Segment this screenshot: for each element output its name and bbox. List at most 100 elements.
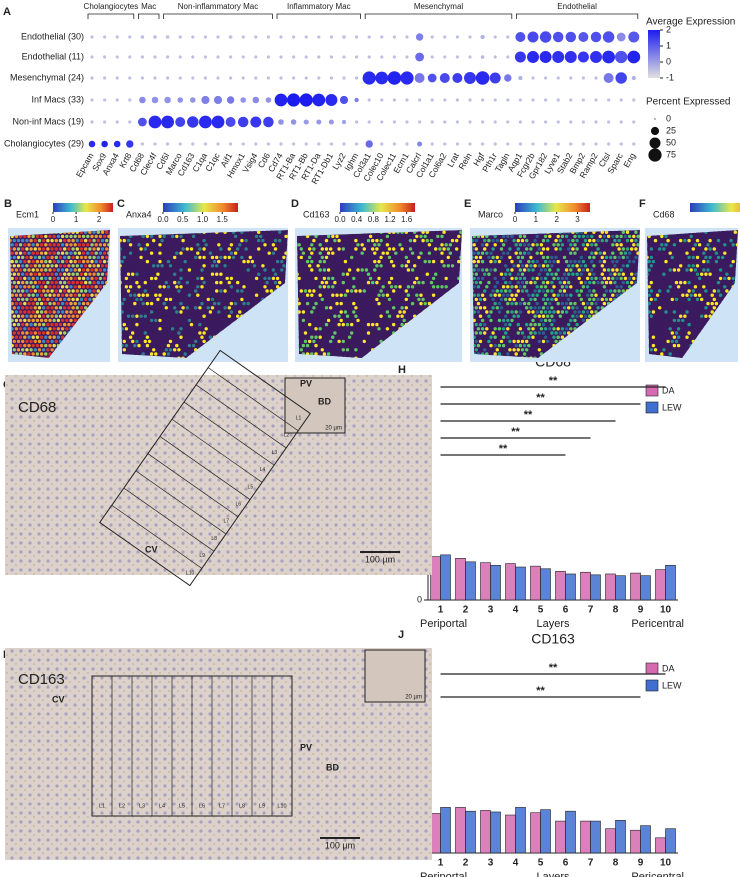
spot [215,331,219,335]
spot [46,356,50,358]
spot [48,293,52,297]
spot [518,251,523,255]
spot [585,310,590,314]
spot [581,301,586,306]
spot [600,264,604,268]
spot [413,306,417,310]
spot [375,238,379,243]
spot [65,285,69,289]
spot [562,247,567,251]
spot [139,255,143,260]
dot [211,115,225,129]
spot [495,314,499,318]
spot [506,310,510,314]
colorbar-tick-label: -1 [666,72,674,82]
spot [434,264,438,268]
spot [436,234,440,239]
spot [168,264,173,268]
spot [617,264,621,268]
dot [632,98,636,102]
spot [280,243,284,247]
spot [181,280,185,285]
spot [476,318,481,323]
spot [413,272,417,276]
spot [415,243,419,247]
spot [419,268,423,272]
spot [606,276,611,281]
spot [520,289,525,293]
spot [520,238,525,243]
spot [455,255,459,260]
dot [594,142,598,146]
spot [94,259,98,264]
spot [221,259,225,264]
spot [102,234,107,239]
legend-title: Percent Expressed [646,97,731,108]
spot [278,255,282,260]
spot [518,285,523,289]
spot [525,289,529,293]
spot [202,306,206,310]
spot [126,297,131,302]
spot [381,259,385,264]
spot [356,335,360,339]
spot [250,285,255,289]
spot [583,289,588,293]
spot [329,247,333,251]
group-bracket [276,13,361,19]
spot [44,243,48,247]
spot [560,234,565,239]
spot [160,331,164,335]
spot [314,268,318,272]
spot [301,268,306,272]
spot [122,247,127,251]
spot [337,314,341,318]
spot [158,318,162,323]
spot [560,259,565,264]
dot [216,55,220,59]
spot [147,289,152,293]
spot [133,293,137,297]
spot [554,339,558,344]
spot [173,272,177,276]
spot [265,289,269,293]
spot [326,327,331,331]
dot [216,142,220,146]
dot [139,96,146,104]
spot [65,301,69,306]
spot [573,285,577,289]
spot [320,306,324,310]
spot [630,280,634,285]
spot [177,339,181,344]
spot [269,272,273,276]
dot [493,142,497,146]
spot [504,289,508,293]
spot [398,276,402,281]
spot [429,289,434,293]
spot [573,276,577,281]
bar [590,574,601,601]
spot [29,306,33,310]
spot [356,310,360,314]
spot [320,331,324,335]
spot [261,230,265,234]
spot [50,289,54,293]
spot [308,348,312,352]
spot [516,306,520,310]
spot [242,301,246,306]
spot [215,322,219,327]
spot [480,243,485,247]
spot [154,268,158,272]
spot [594,285,598,289]
dot [367,35,371,39]
spot [185,264,189,268]
spot [50,255,54,260]
spot [377,251,381,255]
spot [263,276,267,281]
spot [233,301,238,306]
spot [368,293,373,297]
spot [143,280,147,285]
spot [170,268,175,272]
spot [60,310,65,314]
spot [16,272,21,276]
